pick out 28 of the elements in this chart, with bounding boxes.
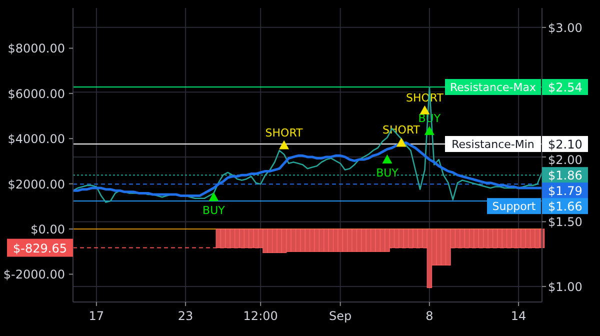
x-tick-label: 12:00 <box>243 309 278 323</box>
x-tick-label: 23 <box>178 309 194 323</box>
ref-line-label: $-829.65 <box>13 241 67 256</box>
y-tick-label: $6000.00 <box>8 86 65 101</box>
y2-tick-label: $1.79 <box>548 184 582 198</box>
x-tick-label: Sep <box>329 309 352 323</box>
y2-tick-label: $1.50 <box>548 215 582 230</box>
series-label: BUY <box>376 166 399 180</box>
y-tick-label: $4000.00 <box>8 132 65 146</box>
y-tick-label: $-2000.00 <box>3 268 65 282</box>
y2-tick-label: $2.54 <box>548 80 582 95</box>
ref-line-label: Resistance-Max <box>450 81 536 94</box>
y2-tick-label: $2.00 <box>548 152 582 167</box>
x-tick-label: 8 <box>426 309 434 323</box>
y-tick-label: $2000.00 <box>8 177 65 192</box>
y-tick-label: $8000.00 <box>8 42 65 56</box>
text: BUY <box>202 204 225 218</box>
y2-tick-label: $1.86 <box>548 168 582 183</box>
y2-tick-label: $2.10 <box>548 137 582 152</box>
series-label: SHORT <box>265 126 304 140</box>
ref-line-label: Support <box>492 200 536 214</box>
x-tick-label: 14 <box>510 309 526 323</box>
y2-tick-label: $1.00 <box>548 280 582 294</box>
y-tick-label: $0.00 <box>30 222 65 237</box>
y2-tick-label: $1.66 <box>548 200 582 214</box>
ref-line-label: Resistance-Min <box>452 138 534 151</box>
x-tick-label: 17 <box>88 309 104 323</box>
y2-tick-label: $3.00 <box>548 20 582 35</box>
